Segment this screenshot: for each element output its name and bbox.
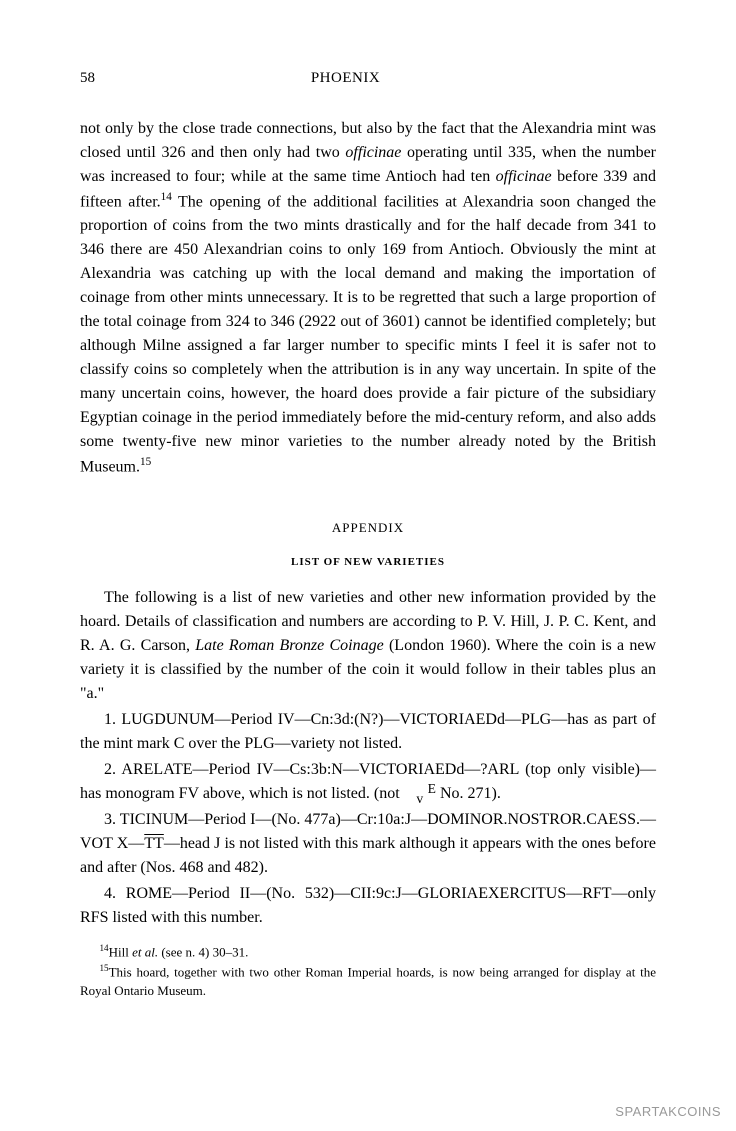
variety-item-3: 3. TICINUM—Period I—(No. 477a)—Cr:10a:J—… xyxy=(80,808,656,880)
footnotes-section: 14Hill et al. (see n. 4) 30–31. 15This h… xyxy=(80,942,656,1001)
appendix-title: APPENDIX xyxy=(80,520,656,536)
appendix-subtitle: LIST OF NEW VARIETIES xyxy=(80,556,656,568)
footnote-14: 14Hill et al. (see n. 4) 30–31. xyxy=(80,942,656,962)
variety-item-2: 2. ARELATE—Period IV—Cs:3b:N—VICTORIAEDd… xyxy=(80,758,656,806)
running-head: PHOENIX xyxy=(55,70,636,87)
watermark: SPARTAKCOINS xyxy=(615,1104,721,1119)
page-header: 58 PHOENIX xyxy=(80,70,656,87)
variety-item-1: 1. LUGDUNUM—Period IV—Cn:3d:(N?)—VICTORI… xyxy=(80,708,656,756)
variety-item-4: 4. ROME—Period II—(No. 532)—CII:9c:J—GLO… xyxy=(80,882,656,930)
footnote-15: 15This hoard, together with two other Ro… xyxy=(80,962,656,1001)
body-paragraph: not only by the close trade connections,… xyxy=(80,117,656,480)
appendix-intro: The following is a list of new varieties… xyxy=(80,586,656,706)
